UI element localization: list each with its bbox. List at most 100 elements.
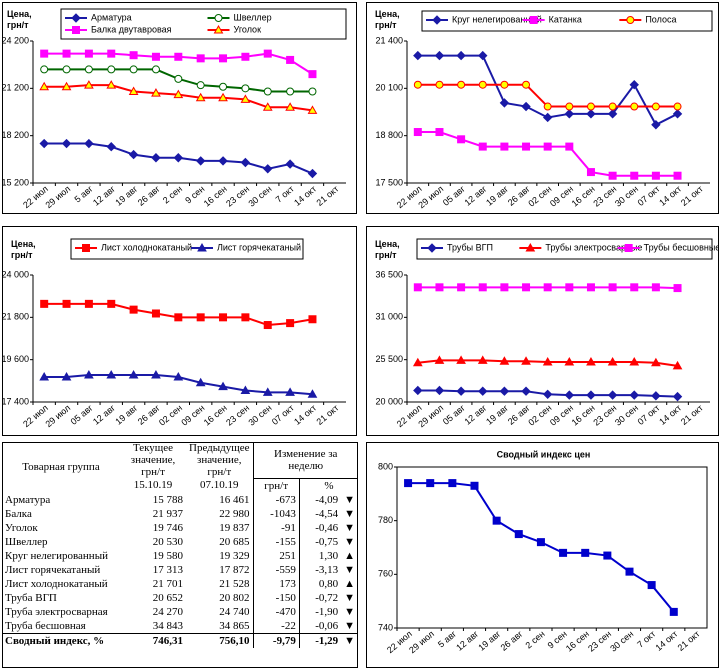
marker [195, 377, 206, 387]
legend-label: Лист горячекатаный [217, 242, 301, 252]
header: Товарная группа [22, 461, 100, 474]
marker [478, 386, 488, 396]
marker [151, 65, 160, 74]
legend-marker [525, 242, 536, 252]
x-tick-label: 23 сен [224, 403, 251, 428]
table-cell: Круг нелегированный [5, 549, 108, 562]
marker [586, 109, 596, 119]
x-tick-label: 07 окт [636, 184, 662, 208]
x-tick-label: 02 сен [526, 184, 553, 209]
x-tick-label: 02 сен [157, 403, 184, 428]
x-tick-label: 19 авг [476, 628, 503, 653]
legend-box [416, 238, 713, 260]
y-tick-label: 36 500 [375, 269, 403, 279]
marker [62, 49, 71, 58]
marker [84, 65, 93, 74]
table-cell: -150 [252, 590, 300, 605]
table-cell: Труба электросварная [5, 605, 108, 618]
marker [61, 138, 72, 149]
marker [565, 283, 574, 292]
marker [39, 371, 50, 381]
marker [607, 109, 618, 119]
table-row: Лист холоднокатаный 21 701 21 528 173 0,80 ▲ [2, 576, 358, 591]
marker [40, 65, 49, 74]
x-tick-label: 30 сен [246, 184, 273, 209]
marker [470, 481, 479, 490]
table-cell: 17 313 [152, 563, 183, 576]
marker [151, 52, 160, 61]
legend-marker [432, 15, 442, 25]
x-tick-label: 14 окт [657, 403, 683, 427]
table-cell: -673 [252, 492, 300, 507]
table-cell: 15 788 [152, 493, 183, 506]
marker [514, 530, 523, 539]
table-cell: -0,46 [298, 520, 342, 535]
marker [651, 171, 660, 180]
x-tick-label: 23 сен [224, 184, 251, 209]
legend-marker [529, 16, 538, 24]
table-cell: 19 746 [152, 521, 183, 534]
marker [307, 168, 318, 179]
marker [107, 299, 116, 308]
marker [448, 479, 457, 488]
x-tick-label: 30 сен [613, 184, 640, 209]
marker [630, 283, 639, 292]
marker [128, 86, 139, 95]
table-cell: ▼ [344, 563, 355, 576]
marker [129, 51, 138, 60]
marker [263, 87, 272, 96]
y-tick-label: 18 800 [375, 130, 403, 140]
table-cell: 746,31 [120, 632, 186, 648]
y-tick-label: 17 400 [3, 396, 29, 406]
marker [286, 87, 295, 96]
x-tick-label: 02 сен [526, 403, 553, 428]
table-cell: ▼ [344, 591, 355, 604]
table-cell: -0,75 [298, 534, 342, 549]
marker [542, 389, 553, 400]
marker [307, 105, 318, 114]
header: грн/т [252, 477, 300, 493]
table-cell: 16 461 [219, 493, 250, 506]
y-tick-label: 21 400 [375, 35, 403, 45]
marker [500, 80, 509, 89]
marker [240, 157, 251, 168]
marker [84, 49, 93, 58]
x-tick-label: 16 сен [202, 403, 229, 428]
x-tick-label: 19 авг [484, 402, 511, 427]
x-tick-label: 21 окт [679, 403, 705, 427]
marker [435, 80, 444, 89]
marker [128, 370, 139, 379]
legend-label: Полоса [645, 14, 676, 24]
marker [195, 156, 206, 166]
table-cell: 21 701 [152, 577, 183, 590]
table-cell: 34 843 [152, 619, 183, 632]
marker [559, 548, 568, 557]
table-cell: 20 802 [219, 591, 250, 604]
marker [651, 283, 660, 292]
marker [129, 65, 138, 74]
table-cell: ▼ [344, 521, 355, 534]
y-tick-label: 24 000 [3, 269, 29, 279]
marker [500, 283, 509, 292]
marker [151, 370, 161, 379]
legend-marker [213, 24, 224, 34]
marker [285, 159, 295, 169]
table-cell: Лист горячекатаный [5, 563, 101, 576]
x-tick-label: 12 авг [454, 628, 481, 653]
marker [586, 283, 595, 292]
marker [456, 355, 466, 364]
legend-label: Балка двутавровая [91, 24, 172, 34]
marker [241, 52, 250, 61]
marker [521, 356, 531, 365]
x-tick-label: 14 окт [653, 629, 679, 653]
x-tick-label: 29 июл [416, 184, 445, 211]
marker [106, 142, 116, 152]
legend-label: Уголок [234, 24, 262, 34]
table-cell: ▼ [344, 507, 355, 520]
marker [262, 102, 273, 111]
legend-label: Круг нелегированный [452, 14, 542, 24]
table-cell: -470 [252, 604, 300, 619]
x-tick-label: 12 авг [463, 183, 490, 208]
